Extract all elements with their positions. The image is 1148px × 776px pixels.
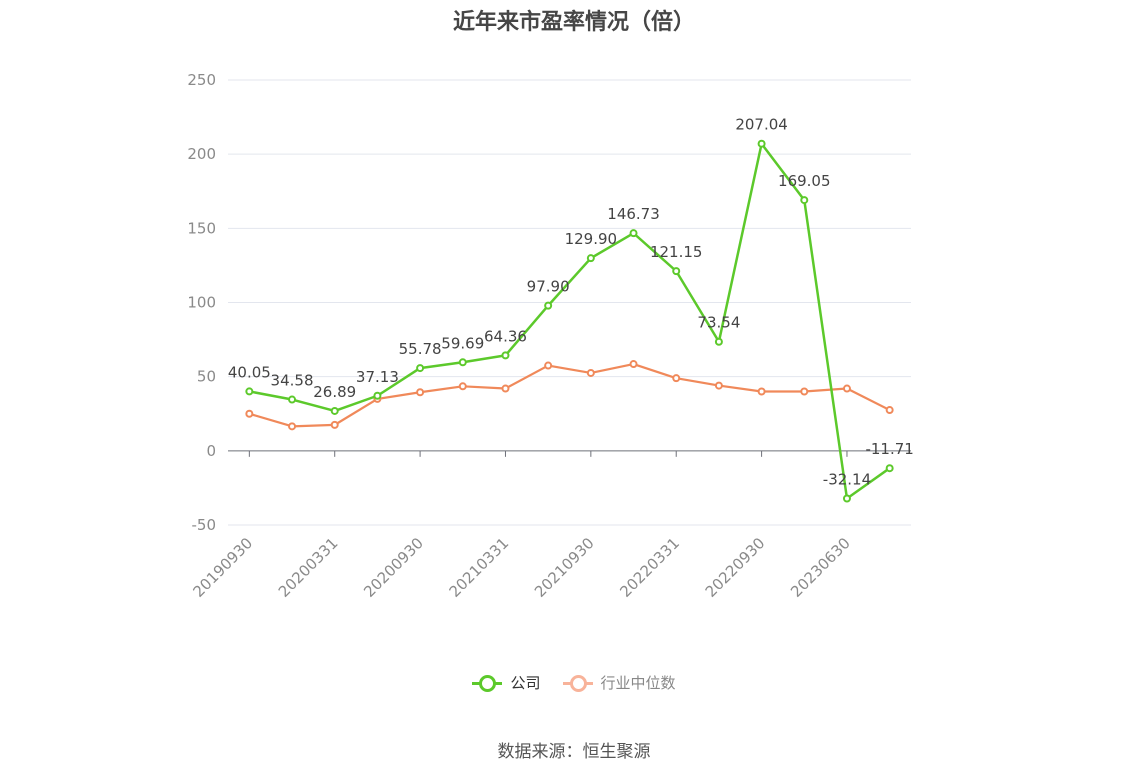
- data-point-industry-median: [672, 374, 681, 383]
- data-point-industry-median: [501, 384, 510, 393]
- data-label: 169.05: [778, 172, 831, 190]
- x-tick-label: 20210331: [446, 534, 513, 601]
- data-label: 64.36: [484, 327, 527, 345]
- y-tick-label: 50: [197, 368, 216, 386]
- data-label: 55.78: [399, 340, 442, 358]
- x-tick-label: 20200331: [275, 534, 342, 601]
- data-label: 37.13: [356, 368, 399, 386]
- data-point-company: [501, 351, 510, 360]
- data-point-industry-median: [586, 368, 595, 377]
- data-point-company: [672, 267, 681, 276]
- legend-marker-company: [472, 674, 503, 692]
- data-label: 207.04: [735, 116, 788, 134]
- y-tick-label: 200: [187, 145, 216, 163]
- data-point-industry-median: [629, 360, 638, 369]
- data-point-industry-median: [757, 387, 766, 396]
- grid-lines: [228, 79, 911, 526]
- legend: 公司 行业中位数: [0, 672, 1148, 693]
- y-tick-label: -50: [192, 516, 217, 534]
- data-point-industry-median: [885, 406, 894, 415]
- legend-label-company: 公司: [510, 674, 541, 692]
- data-point-company: [544, 301, 553, 310]
- axes: -50 0 50 100 150 200 250 20190930 20200331 202009…: [187, 71, 911, 601]
- data-point-industry-median: [416, 388, 425, 397]
- data-point-company: [245, 387, 254, 396]
- series-line-company: [249, 142, 891, 500]
- data-label: 40.05: [228, 363, 271, 381]
- data-label: -32.14: [823, 471, 871, 489]
- data-point-industry-median: [800, 387, 809, 396]
- legend-label-industry-median: 行业中位数: [600, 674, 676, 692]
- data-point-company: [757, 139, 766, 148]
- x-tick-label: 20220930: [702, 534, 769, 601]
- x-tick-label: 20230630: [787, 534, 854, 601]
- data-point-company: [714, 337, 723, 346]
- data-label: -11.71: [865, 440, 913, 458]
- legend-item-industry-median[interactable]: 行业中位数: [562, 672, 676, 693]
- x-tick-label: 20190930: [189, 534, 256, 601]
- series-line-industry-median: [249, 362, 891, 428]
- x-tick-label: 20220331: [616, 534, 683, 601]
- data-point-industry-median: [330, 420, 339, 429]
- x-tick-label: 20210930: [531, 534, 598, 601]
- data-point-company: [416, 364, 425, 373]
- data-point-company: [629, 229, 638, 238]
- data-label: 73.54: [697, 314, 740, 332]
- series-lines: [245, 139, 894, 503]
- data-point-industry-median: [842, 384, 851, 393]
- data-point-company: [288, 395, 297, 404]
- data-label: 146.73: [607, 205, 660, 223]
- data-label: 97.90: [527, 278, 570, 296]
- data-label: 121.15: [650, 243, 703, 261]
- data-point-industry-median: [288, 422, 297, 431]
- x-tick-label: 20200930: [360, 534, 427, 601]
- data-point-company: [458, 358, 467, 367]
- source-note: 数据来源：恒生聚源: [497, 742, 651, 762]
- data-point-industry-median: [458, 382, 467, 391]
- y-tick-label: 150: [187, 219, 216, 237]
- chart-title: 近年来市盈率情况（倍）: [452, 10, 695, 35]
- data-point-industry-median: [714, 381, 723, 390]
- data-point-industry-median: [544, 361, 553, 370]
- data-point-company: [586, 254, 595, 263]
- y-tick-label: 100: [187, 294, 216, 312]
- data-label: 34.58: [271, 372, 314, 390]
- legend-item-company[interactable]: 公司: [472, 672, 541, 693]
- y-tick-label: 0: [206, 442, 216, 460]
- data-point-company: [885, 464, 894, 473]
- data-point-company: [373, 391, 382, 400]
- data-point-company: [800, 196, 809, 205]
- data-label: 129.90: [565, 230, 618, 248]
- data-label: 26.89: [313, 383, 356, 401]
- legend-marker-industry-median: [562, 674, 593, 692]
- data-point-industry-median: [245, 409, 254, 418]
- data-point-company: [330, 406, 339, 415]
- data-label: 59.69: [441, 334, 484, 352]
- data-point-company: [842, 494, 851, 503]
- y-tick-label: 250: [187, 71, 216, 89]
